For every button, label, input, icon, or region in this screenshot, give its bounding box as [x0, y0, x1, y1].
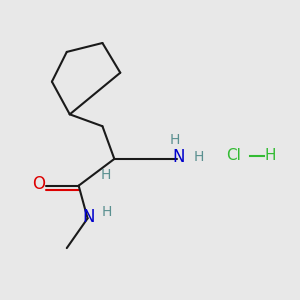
Text: N: N [83, 208, 95, 226]
Text: Cl: Cl [226, 148, 241, 164]
Text: H: H [194, 150, 204, 164]
Text: O: O [32, 175, 45, 193]
Text: N: N [172, 148, 184, 166]
Text: H: H [100, 168, 111, 182]
Text: H: H [265, 148, 276, 164]
Text: H: H [102, 206, 112, 219]
Text: H: H [170, 133, 181, 147]
